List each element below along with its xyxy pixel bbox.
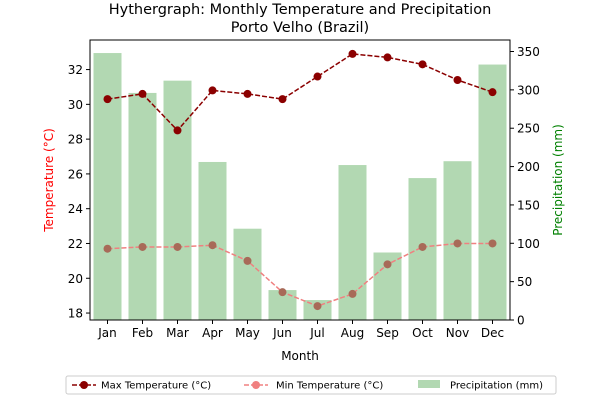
precipitation-bar-apr xyxy=(198,161,227,320)
min-temperature-point-dec xyxy=(488,239,497,248)
max-temperature-point-may xyxy=(243,89,252,98)
right-y-tick-label: 350 xyxy=(517,45,540,59)
x-tick-label: Feb xyxy=(132,326,153,340)
right-y-axis-ticks: 0 50 100 150 200 250 300 350 xyxy=(510,45,540,328)
chart-title: Hythergraph: Monthly Temperature and Pre… xyxy=(109,2,492,18)
left-y-tick-label: 30 xyxy=(68,98,83,112)
left-y-axis-ticks: 18 20 22 24 26 28 30 32 xyxy=(68,63,90,321)
min-temperature-point-apr xyxy=(208,241,217,250)
min-temperature-point-jul xyxy=(313,302,322,311)
right-y-tick-label: 300 xyxy=(517,83,540,97)
min-temperature-line xyxy=(107,242,493,307)
chart-subtitle: Porto Velho (Brazil) xyxy=(231,20,369,36)
left-y-tick-label: 18 xyxy=(68,307,83,321)
left-y-tick-label: 22 xyxy=(68,237,83,251)
left-y-tick-label: 20 xyxy=(68,272,83,286)
left-y-tick-label: 26 xyxy=(68,167,83,181)
max-temperature-point-nov xyxy=(453,76,462,84)
legend-min-marker xyxy=(252,381,260,389)
left-y-axis-label: Temperature (°C) xyxy=(42,128,56,233)
min-temperature-point-oct xyxy=(418,242,427,251)
right-y-tick-label: 150 xyxy=(517,198,540,212)
min-temperature-point-jan xyxy=(103,244,112,253)
left-y-tick-label: 24 xyxy=(68,202,83,216)
x-tick-label: Jun xyxy=(272,326,292,340)
precipitation-bars xyxy=(93,53,507,320)
right-y-tick-label: 0 xyxy=(517,314,525,328)
x-tick-label: Apr xyxy=(202,326,223,340)
x-tick-label: Jul xyxy=(309,326,324,340)
x-tick-label: Mar xyxy=(166,326,189,340)
right-y-tick-label: 200 xyxy=(517,160,540,174)
x-axis-ticks: Jan Feb Mar Apr May Jun Jul Aug Sep Oct Nov Dec xyxy=(97,320,504,340)
max-temperature-point-dec xyxy=(488,88,497,97)
max-temperature-point-oct xyxy=(418,60,427,69)
right-y-tick-label: 50 xyxy=(517,275,532,289)
min-temperature-series xyxy=(103,239,497,311)
x-axis-label: Month xyxy=(281,349,319,363)
left-y-tick-label: 28 xyxy=(68,133,83,147)
legend-precip-label: Precipitation (mm) xyxy=(450,381,543,392)
min-temperature-point-nov xyxy=(453,239,462,248)
x-tick-label: May xyxy=(235,326,260,340)
x-tick-label: Aug xyxy=(341,326,364,340)
max-temperature-series xyxy=(103,49,497,135)
max-temperature-point-jun xyxy=(278,95,287,104)
min-temperature-point-aug xyxy=(348,289,357,298)
right-y-axis-label: Precipitation (mm) xyxy=(551,124,565,236)
right-y-tick-label: 100 xyxy=(517,237,540,251)
min-temperature-point-may xyxy=(243,256,252,265)
x-tick-label: Nov xyxy=(446,326,469,340)
max-temperature-point-apr xyxy=(208,86,217,95)
legend-min-label: Min Temperature (°C) xyxy=(276,381,383,392)
precipitation-bar-mar xyxy=(163,80,192,320)
x-tick-label: Dec xyxy=(481,326,504,340)
precipitation-bar-jan xyxy=(93,53,122,320)
left-y-tick-label: 32 xyxy=(68,63,83,77)
max-temperature-point-sep xyxy=(383,53,392,62)
max-temperature-point-mar xyxy=(173,126,182,135)
plot-frame xyxy=(89,39,511,321)
max-temperature-point-jul xyxy=(313,72,322,81)
x-tick-label: Jan xyxy=(97,326,117,340)
min-temperature-point-feb xyxy=(138,242,147,251)
precipitation-bar-feb xyxy=(128,92,157,320)
min-temperature-point-jun xyxy=(278,288,287,297)
legend-precip-swatch xyxy=(418,380,440,388)
legend-max-marker xyxy=(80,381,88,389)
precipitation-bar-may xyxy=(233,228,262,320)
right-y-tick-label: 250 xyxy=(517,122,540,136)
max-temperature-line xyxy=(107,53,493,132)
max-temperature-point-jan xyxy=(103,95,112,104)
legend: Max Temperature (°C) Min Temperature (°C… xyxy=(65,375,557,395)
min-temperature-point-mar xyxy=(173,242,182,251)
x-tick-label: Sep xyxy=(376,326,399,340)
max-temperature-point-aug xyxy=(348,49,357,58)
precipitation-bar-dec xyxy=(478,64,507,320)
max-temperature-point-feb xyxy=(138,89,147,98)
x-tick-label: Oct xyxy=(412,326,433,340)
legend-max-label: Max Temperature (°C) xyxy=(101,381,211,392)
min-temperature-point-sep xyxy=(383,260,392,269)
